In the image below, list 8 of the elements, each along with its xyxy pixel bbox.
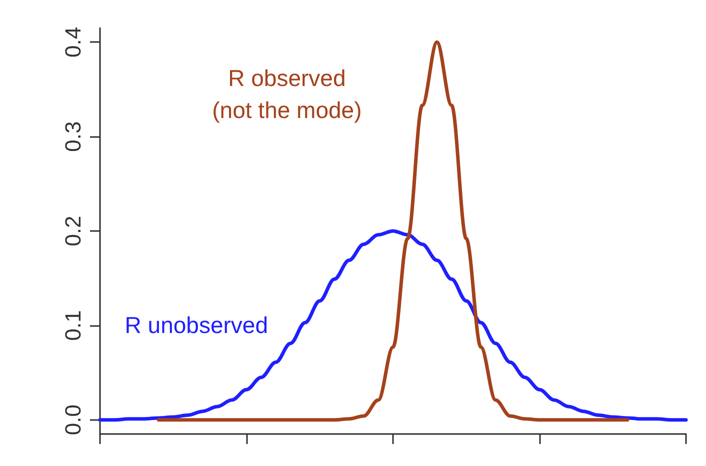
- series-label: R unobserved: [124, 312, 268, 338]
- y-tick-label: 0.3: [60, 121, 86, 152]
- y-tick-label: 0.0: [60, 404, 86, 436]
- y-tick-label: 0.4: [60, 26, 86, 58]
- line-series: [98, 229, 688, 422]
- y-tick-label: 0.2: [60, 216, 86, 246]
- text: R observed (not the mode): [212, 65, 362, 124]
- y-tick-label: 0.1: [60, 310, 86, 341]
